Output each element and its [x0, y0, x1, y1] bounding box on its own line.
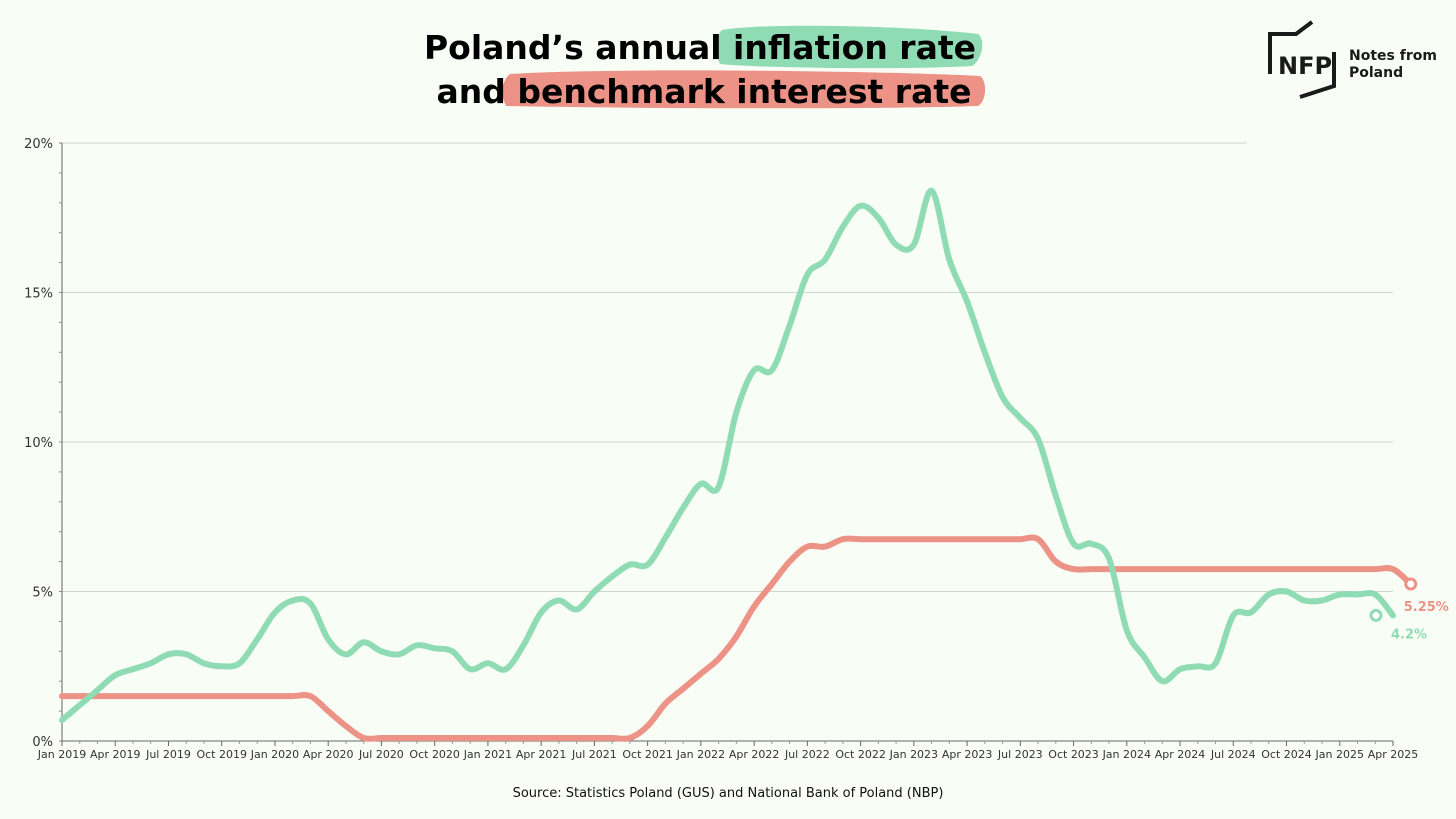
inflation-end-label: 4.2% — [1391, 627, 1427, 642]
interest-end-marker — [1404, 577, 1418, 591]
x-tick-label: Jul 2021 — [571, 748, 617, 761]
title-line-2: and benchmark interest rate — [436, 72, 971, 111]
x-tick-label: Oct 2020 — [409, 748, 460, 761]
inflation-end-marker — [1369, 608, 1383, 622]
x-axis-ticks: Jan 2019 Apr 2019 Jul 2019 Oct 2019 Jan 2020… — [37, 741, 1418, 761]
y-axis-ticks: 0% 5% 10% 15% 20% — [24, 137, 62, 750]
x-tick-label: Jan 2024 — [1102, 748, 1151, 761]
y-tick-label: 5% — [32, 586, 53, 601]
series-lines — [59, 187, 1414, 742]
logo-bracket-left — [1268, 20, 1314, 74]
y-tick-label: 0% — [32, 735, 53, 750]
x-tick-label: Apr 2021 — [516, 748, 567, 761]
logo-name-line1: Notes from — [1349, 48, 1437, 64]
logo-bracket-right — [1299, 52, 1336, 99]
logo-mark: NFP — [1278, 52, 1332, 80]
x-tick-label: Jan 2023 — [889, 748, 938, 761]
x-tick-label: Apr 2020 — [303, 748, 354, 761]
y-tick-label: 10% — [24, 436, 53, 451]
y-tick-label: 20% — [24, 137, 53, 152]
source-note: Source: Statistics Poland (GUS) and Nati… — [513, 786, 944, 801]
x-tick-label: Jul 2024 — [1210, 748, 1256, 761]
x-tick-label: Oct 2023 — [1048, 748, 1099, 761]
x-tick-label: Oct 2021 — [622, 748, 673, 761]
x-tick-label: Jan 2021 — [463, 748, 512, 761]
gridlines — [62, 142, 1393, 592]
y-tick-label: 15% — [24, 287, 53, 302]
x-tick-label: Jul 2019 — [145, 748, 191, 761]
logo-name-line2: Poland — [1349, 65, 1403, 81]
x-tick-label: Jan 2025 — [1315, 748, 1364, 761]
inflation-line — [59, 187, 1396, 724]
end-markers: 4.2% 5.25% — [1369, 577, 1449, 642]
x-tick-label: Jul 2023 — [997, 748, 1043, 761]
x-tick-label: Oct 2024 — [1261, 748, 1312, 761]
title-interest-highlight — [502, 70, 986, 109]
x-tick-label: Jul 2020 — [358, 748, 404, 761]
title-line-1: Poland’s annual inflation rate — [424, 28, 976, 67]
x-tick-label: Jan 2019 — [37, 748, 86, 761]
x-tick-label: Apr 2023 — [942, 748, 993, 761]
x-tick-label: Oct 2019 — [196, 748, 247, 761]
chart-title: Poland’s annual inflation rate and bench… — [424, 25, 986, 111]
x-tick-label: Oct 2022 — [835, 748, 886, 761]
x-tick-label: Jul 2022 — [784, 748, 830, 761]
interest-end-label: 5.25% — [1404, 600, 1449, 615]
nfp-logo: NFP Notes from Poland — [1268, 20, 1437, 99]
x-tick-label: Jan 2020 — [250, 748, 299, 761]
x-tick-label: Apr 2019 — [90, 748, 141, 761]
x-tick-label: Jan 2022 — [676, 748, 725, 761]
x-tick-label: Apr 2024 — [1155, 748, 1206, 761]
interest-line — [59, 534, 1414, 742]
x-tick-label: Apr 2022 — [729, 748, 780, 761]
title-inflation-highlight — [715, 25, 983, 69]
x-tick-label: Apr 2025 — [1368, 748, 1419, 761]
